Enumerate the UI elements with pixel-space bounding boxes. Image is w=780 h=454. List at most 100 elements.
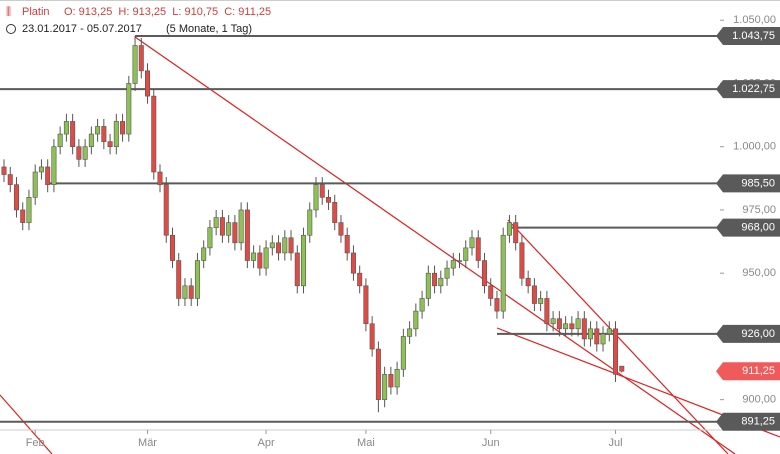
- candle-body: [538, 298, 544, 304]
- candle-body: [45, 166, 51, 185]
- candle-body: [107, 141, 113, 148]
- candle-body: [157, 171, 163, 185]
- candle-body: [407, 328, 413, 337]
- candle-body: [613, 328, 619, 375]
- candle-body: [506, 222, 512, 236]
- candle-body: [51, 146, 57, 185]
- level-label: 985,50: [741, 177, 775, 189]
- candle-body: [282, 237, 288, 254]
- last-price-label: 911,25: [742, 365, 775, 377]
- candle-body: [169, 234, 175, 261]
- candle-body: [619, 365, 625, 372]
- candle-body: [519, 242, 525, 279]
- x-tick-label: Feb: [26, 437, 45, 449]
- candle-body: [82, 146, 88, 160]
- candle-body: [457, 260, 463, 262]
- instrument: Platin: [22, 6, 50, 18]
- candle-body: [544, 298, 550, 325]
- candle-body: [588, 328, 594, 340]
- candle-body: [26, 196, 32, 223]
- level-label: 1.022,75: [732, 83, 775, 95]
- candle-body: [556, 318, 562, 330]
- candle-body: [419, 298, 425, 312]
- candle-body: [369, 323, 375, 350]
- candle-body: [126, 83, 132, 135]
- candle-body: [269, 242, 275, 249]
- y-tick-label: 1.000,00: [733, 141, 776, 153]
- candle-body: [344, 234, 350, 254]
- candle-body: [226, 222, 232, 236]
- candle-body: [188, 285, 194, 299]
- candle-body: [606, 328, 612, 335]
- candle-body: [38, 166, 44, 173]
- candle-body: [444, 267, 450, 279]
- candle-body: [101, 126, 107, 142]
- ohlc: O: 913,25 H: 913,25 L: 910,75 C: 911,25: [64, 6, 271, 18]
- level-label: 891,25: [741, 416, 775, 428]
- trend-line: [134, 36, 736, 454]
- candle-body: [350, 252, 356, 274]
- candle-body: [263, 247, 269, 269]
- candle-body: [294, 252, 300, 287]
- candle-body: [319, 184, 325, 198]
- level-tag: [716, 80, 780, 99]
- candle-body: [219, 217, 225, 236]
- candle-body: [301, 234, 307, 287]
- y-tick-label: 950,00: [742, 267, 776, 279]
- candle-body: [120, 121, 126, 135]
- candle-body: [13, 184, 19, 211]
- candle-body: [194, 260, 200, 299]
- candle-body: [394, 368, 400, 388]
- candle-body: [338, 222, 344, 236]
- candle-body: [525, 277, 531, 287]
- clock-icon: [6, 24, 16, 34]
- candle-body: [151, 95, 157, 173]
- candle-body: [388, 374, 394, 388]
- candle-body: [132, 45, 138, 84]
- candle-body: [500, 234, 506, 312]
- candle-body: [469, 237, 475, 249]
- candle-body: [531, 285, 537, 304]
- candle-body: [382, 374, 388, 400]
- candle-body: [563, 323, 569, 330]
- candle-body: [357, 272, 363, 287]
- level-label: 926,00: [741, 328, 775, 340]
- x-tick-label: Mai: [357, 437, 375, 449]
- trend-line: [0, 394, 53, 454]
- candle-body: [400, 336, 406, 370]
- y-tick-label: 1.050,00: [733, 14, 776, 26]
- candle-body: [138, 45, 144, 72]
- candle-body: [413, 310, 419, 330]
- candle-body: [238, 209, 244, 244]
- candle-body: [163, 184, 169, 236]
- candle-body: [213, 217, 219, 228]
- candle-body: [257, 252, 263, 269]
- candle-body: [207, 227, 213, 249]
- candle-body: [363, 285, 369, 325]
- candle-body: [438, 277, 444, 287]
- candle-body: [113, 121, 119, 148]
- candle-body: [425, 272, 431, 299]
- candle-body: [494, 298, 500, 312]
- trend-lines: [0, 36, 780, 454]
- candle-body: [332, 202, 338, 223]
- candle-body: [325, 196, 331, 203]
- candle-body: [581, 318, 587, 340]
- last-price-tag: [716, 362, 780, 381]
- candle-body: [70, 121, 76, 148]
- candle-body: [176, 260, 182, 299]
- candle-body: [76, 146, 82, 160]
- candle-body: [7, 174, 13, 185]
- candle-body: [63, 121, 69, 135]
- candle-body: [513, 222, 519, 244]
- candle-body: [244, 209, 250, 261]
- candle-body: [488, 285, 494, 299]
- level-tag: [716, 27, 780, 46]
- x-tick-label: Jun: [482, 437, 500, 449]
- candle-body: [95, 126, 101, 135]
- candle-body: [145, 70, 151, 97]
- period: 23.01.2017 - 05.07.2017: [22, 23, 142, 35]
- candle-body: [575, 318, 581, 330]
- x-tick-label: Apr: [258, 437, 275, 449]
